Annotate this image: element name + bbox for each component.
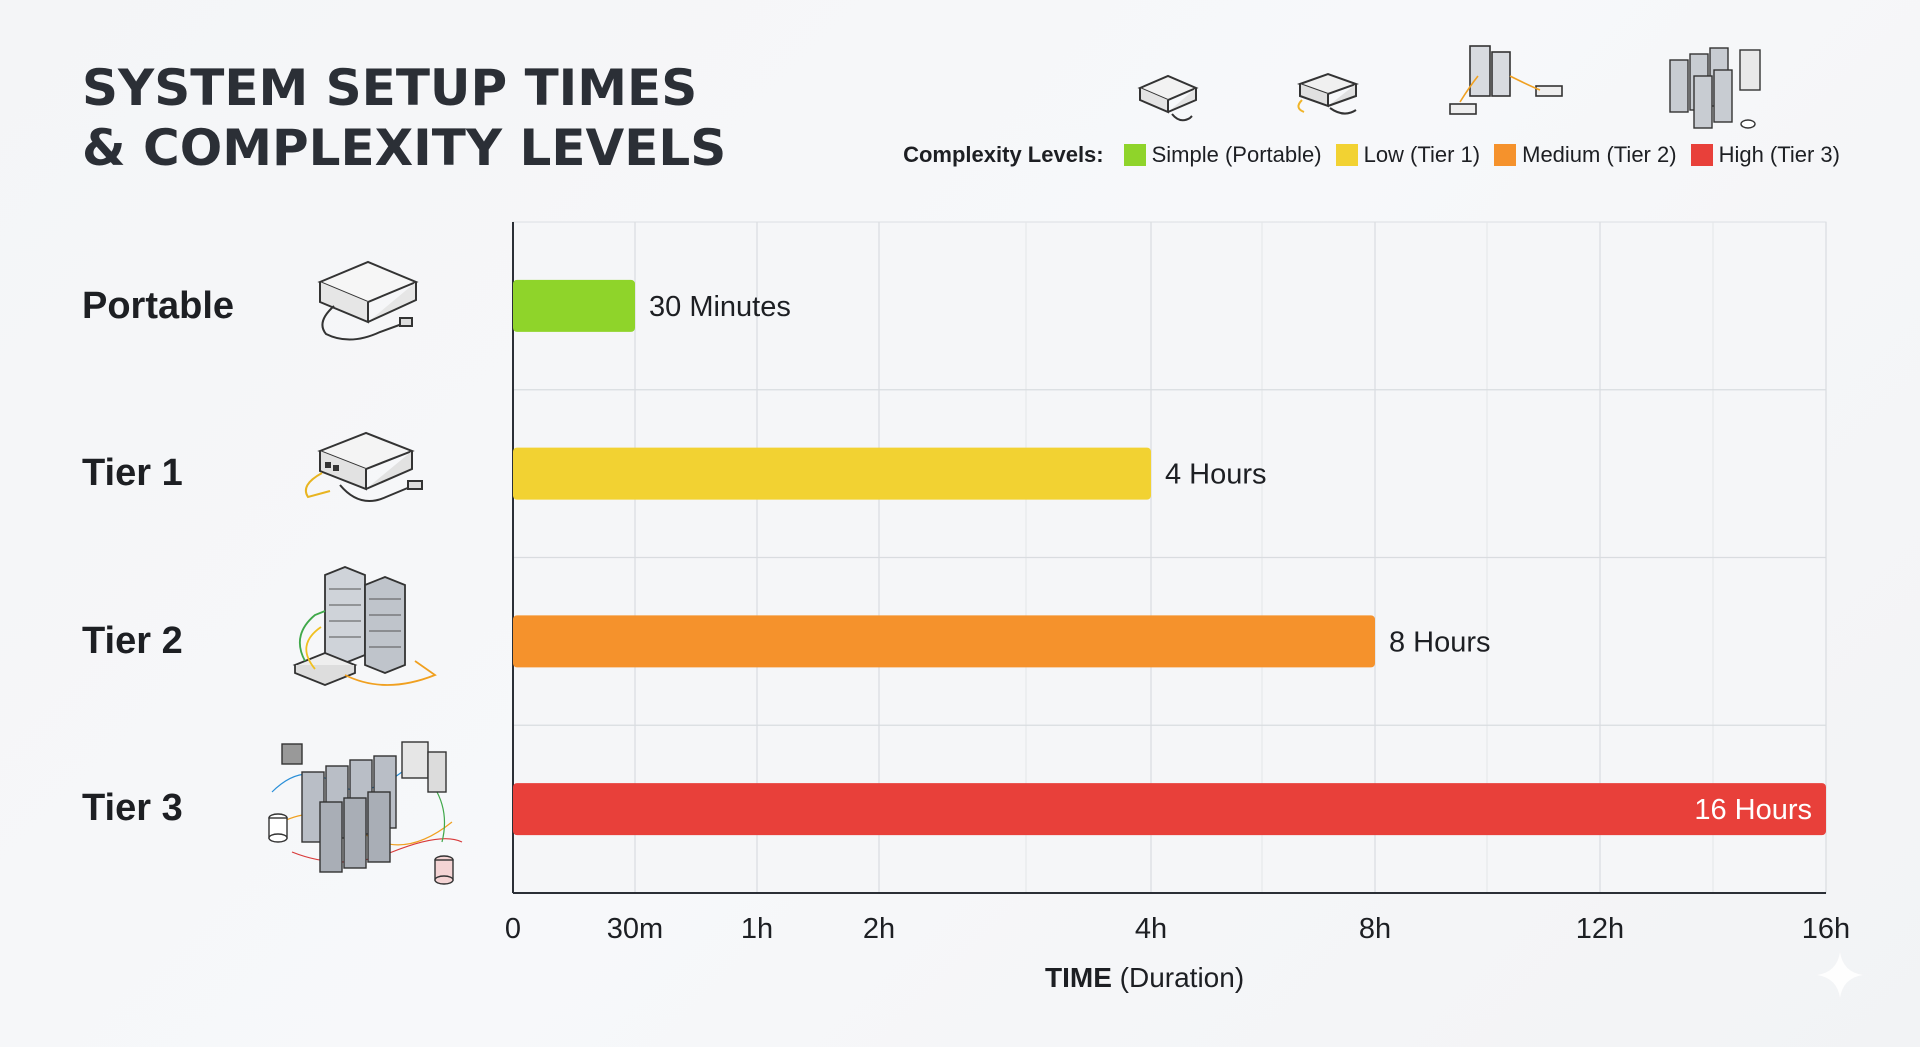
legend-tier3-icon xyxy=(1669,47,1761,129)
x-tick-label: 30m xyxy=(607,913,663,945)
x-tick-label: 16h xyxy=(1802,913,1850,945)
legend-item-label: High (Tier 3) xyxy=(1718,142,1840,167)
legend-item-label: Simple (Portable) xyxy=(1151,142,1322,167)
category-label-tier1: Tier 1 xyxy=(82,452,183,494)
legend-icons xyxy=(1137,45,1761,129)
x-axis-title-rest: (Duration) xyxy=(1119,962,1245,993)
x-axis-title-bold: TIME xyxy=(1045,962,1112,993)
legend-item-high: High (Tier 3) xyxy=(1690,142,1840,168)
x-tick-label: 8h xyxy=(1359,913,1391,945)
legend-item-low: Low (Tier 1) xyxy=(1335,142,1481,168)
legend-portable-icon xyxy=(1137,74,1199,122)
legend-swatch-medium xyxy=(1494,144,1517,166)
legend-tier2-icon xyxy=(1449,45,1563,115)
tier3-datacenter-icon xyxy=(268,741,463,885)
legend: Complexity Levels: Simple (Portable) Low… xyxy=(903,140,1840,170)
tier1-server-icon xyxy=(304,431,423,502)
bar-data-label: 4 Hours xyxy=(1165,459,1267,491)
x-tick-label: 1h xyxy=(741,913,773,945)
sparkle-icon xyxy=(1817,952,1863,998)
legend-item-medium: Medium (Tier 2) xyxy=(1494,142,1677,168)
bar-data-label: 30 Minutes xyxy=(649,291,791,323)
bar-data-label: 8 Hours xyxy=(1389,626,1491,658)
x-axis-title: TIME (Duration) xyxy=(1045,962,1244,994)
portable-device-icon xyxy=(317,260,419,341)
x-tick-label: 12h xyxy=(1576,913,1624,945)
legend-tier1-icon xyxy=(1297,72,1359,115)
category-label-portable: Portable xyxy=(82,285,235,327)
legend-item-simple: Simple (Portable) xyxy=(1123,142,1322,168)
legend-item-label: Medium (Tier 2) xyxy=(1522,142,1677,167)
title-line-1: SYSTEM SETUP TIMES xyxy=(82,59,698,117)
legend-label: Complexity Levels: xyxy=(903,142,1104,167)
bar-tier-1 xyxy=(513,447,1151,500)
bar-tier-3 xyxy=(513,783,1826,836)
x-tick-label: 0 xyxy=(505,913,521,945)
title-line-2: & COMPLEXITY LEVELS xyxy=(82,119,727,177)
legend-swatch-simple xyxy=(1123,144,1146,166)
category-label-tier3: Tier 3 xyxy=(82,787,183,829)
x-tick-label: 4h xyxy=(1135,913,1167,945)
bar-data-label: 16 Hours xyxy=(1694,794,1812,826)
chart-title: SYSTEM SETUP TIMES & COMPLEXITY LEVELS xyxy=(82,58,726,178)
tier2-server-rack-icon xyxy=(292,566,437,686)
bar-portable xyxy=(513,279,635,332)
x-tick-label: 2h xyxy=(863,913,895,945)
bar-tier-2 xyxy=(513,615,1375,668)
legend-item-label: Low (Tier 1) xyxy=(1363,142,1481,167)
legend-swatch-high xyxy=(1690,144,1713,166)
category-label-tier2: Tier 2 xyxy=(82,620,183,662)
legend-swatch-low xyxy=(1335,144,1358,166)
